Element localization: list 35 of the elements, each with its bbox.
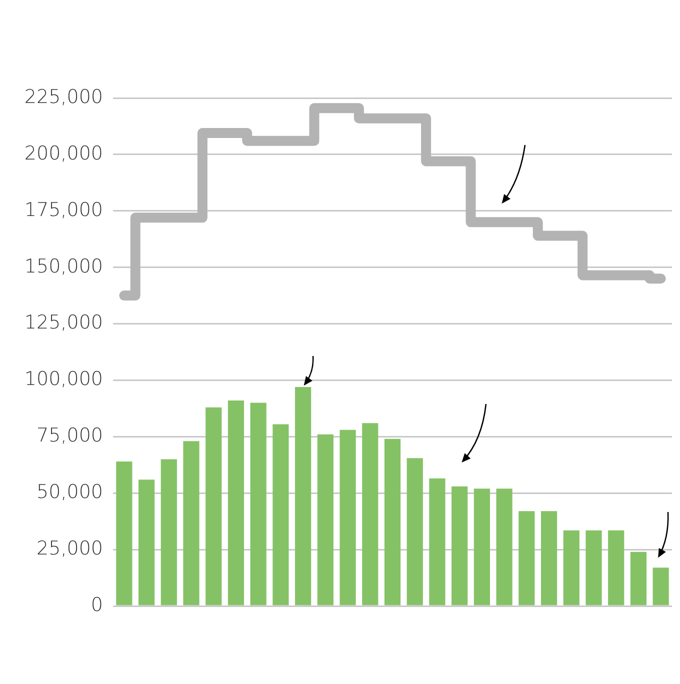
bar <box>138 480 155 606</box>
bar <box>272 424 289 606</box>
bar <box>160 459 177 606</box>
bar <box>250 402 266 606</box>
bar <box>406 458 423 606</box>
bar <box>340 430 356 606</box>
bar <box>518 511 535 606</box>
bar <box>652 568 669 606</box>
bar <box>384 438 401 606</box>
bar <box>295 386 312 606</box>
y-tick-label: 125,000 <box>24 312 103 334</box>
bar <box>228 400 244 606</box>
bar <box>608 530 624 606</box>
bar <box>474 488 490 606</box>
y-tick-label: 175,000 <box>24 198 103 221</box>
bar <box>496 488 512 606</box>
y-tick-label: 225,000 <box>24 86 103 108</box>
bar <box>586 530 602 606</box>
bar <box>116 462 132 606</box>
bar <box>540 511 558 606</box>
y-tick-label: 0 <box>90 594 103 616</box>
bar <box>206 407 222 606</box>
bar <box>630 552 647 606</box>
y-tick-label: 200,000 <box>24 142 103 164</box>
bar <box>317 434 334 606</box>
bar <box>563 530 580 606</box>
y-tick-label: 50,000 <box>36 481 103 504</box>
bar <box>429 478 446 606</box>
bar <box>183 441 200 606</box>
y-tick-label: 75,000 <box>36 424 103 447</box>
bar <box>362 423 378 606</box>
y-tick-label: 100,000 <box>24 368 103 390</box>
y-tick-label: 25,000 <box>36 537 103 560</box>
bar <box>452 486 468 606</box>
y-tick-label: 150,000 <box>24 255 103 278</box>
